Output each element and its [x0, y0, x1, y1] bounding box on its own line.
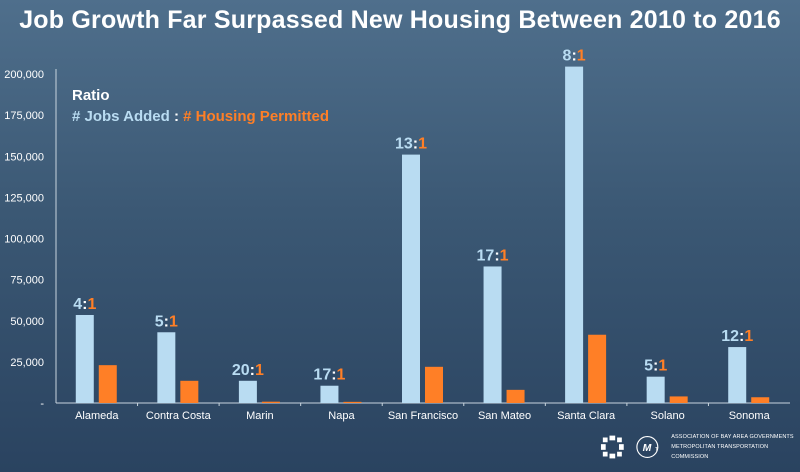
- ratio-label: 17:1: [313, 367, 345, 384]
- bar-jobs: [483, 266, 502, 403]
- legend-title: Ratio: [72, 87, 110, 104]
- legend: Ratio # Jobs Added : # Housing Permitted: [72, 87, 329, 125]
- y-tick-label: 125,000: [4, 192, 44, 204]
- x-tick-label: Santa Clara: [557, 410, 616, 422]
- x-tick-label: Alameda: [75, 410, 119, 422]
- bar-housing: [506, 389, 525, 403]
- bar-housing: [180, 380, 199, 403]
- ratio-label: 5:1: [155, 313, 178, 330]
- bar-housing: [343, 401, 362, 403]
- x-tick-label: Contra Costa: [146, 410, 212, 422]
- bar-jobs: [238, 380, 257, 403]
- bar-housing: [751, 397, 770, 403]
- bar-housing: [98, 365, 117, 403]
- ratio-label: 8:1: [563, 48, 586, 65]
- ratio-label: 17:1: [477, 247, 509, 264]
- svg-text:T: T: [655, 447, 659, 453]
- ratio-label: 4:1: [73, 296, 96, 313]
- ratio-label: 13:1: [395, 136, 427, 153]
- x-tick-label: San Francisco: [388, 410, 458, 422]
- ratio-label: 12:1: [721, 328, 753, 345]
- y-tick-label: -: [40, 398, 44, 410]
- chart-title: Job Growth Far Surpassed New Housing Bet…: [19, 6, 781, 34]
- bar-jobs: [728, 347, 747, 403]
- x-tick-label: Sonoma: [729, 410, 771, 422]
- x-tick-label: Marin: [246, 410, 274, 422]
- bar-jobs: [402, 154, 420, 403]
- y-tick-label: 150,000: [4, 151, 44, 163]
- y-tick-label: 25,000: [10, 357, 44, 369]
- svg-text:M: M: [642, 443, 651, 454]
- bar-housing: [425, 366, 443, 403]
- legend-jobs: # Jobs Added: [72, 108, 170, 125]
- bar-jobs: [565, 66, 584, 403]
- bar-jobs: [75, 314, 94, 403]
- legend-separator: :: [173, 108, 179, 125]
- x-tick-label: San Mateo: [478, 410, 531, 422]
- x-tick-label: Napa: [328, 410, 355, 422]
- bar-jobs: [320, 385, 339, 403]
- bar-jobs: [646, 376, 665, 403]
- bar-housing: [261, 401, 280, 403]
- x-tick-label: Solano: [651, 410, 685, 422]
- bar-housing: [669, 396, 688, 403]
- ratio-label: 5:1: [644, 358, 667, 375]
- footer-logos: M T ASSOCIATION OF BAY AREA GOVERNMENTS M…: [600, 432, 800, 462]
- y-tick-label: 100,000: [4, 234, 44, 246]
- bar-jobs: [157, 332, 176, 403]
- mtc-logo-icon: M T: [636, 435, 659, 459]
- mtc-name: METROPOLITAN TRANSPORTATION COMMISSION: [671, 444, 769, 460]
- y-tick-label: 50,000: [10, 316, 44, 328]
- abag-logo-icon: [600, 435, 624, 459]
- abag-name: ASSOCIATION OF BAY AREA GOVERNMENTS: [671, 434, 794, 440]
- y-tick-label: 175,000: [4, 110, 44, 122]
- legend-housing: # Housing Permitted: [183, 108, 329, 125]
- ratio-label: 20:1: [232, 362, 264, 379]
- bar-housing: [588, 334, 607, 403]
- y-tick-label: 75,000: [10, 275, 44, 287]
- y-tick-label: 200,000: [4, 69, 44, 81]
